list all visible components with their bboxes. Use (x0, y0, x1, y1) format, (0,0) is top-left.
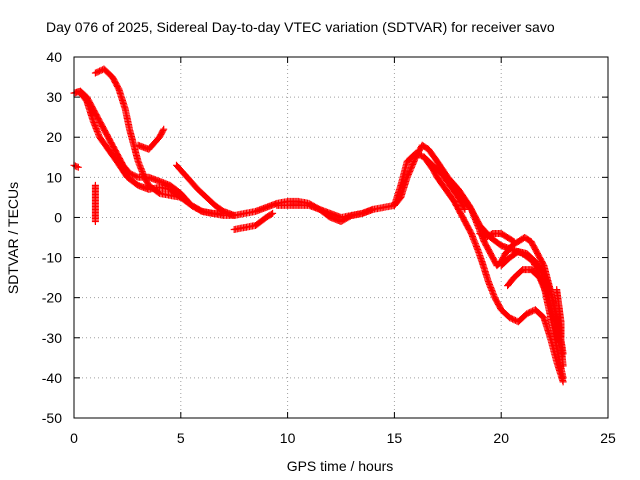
data-points (70, 65, 567, 386)
data-point (230, 211, 238, 219)
y-tick-label: 20 (46, 129, 62, 145)
axis-ticks: 0 5 10 15 20 25 -50 -40 -30 -20 -10 0 10 20 30 40 (42, 49, 616, 446)
x-axis-label: GPS time / hours (287, 458, 394, 474)
data-point (555, 338, 563, 346)
y-tick-label: 10 (46, 169, 62, 185)
series-track-10 (390, 149, 567, 386)
series-track-16 (553, 286, 565, 342)
series-track-4 (134, 125, 168, 153)
x-tick-label: 0 (70, 430, 78, 446)
x-tick-label: 15 (387, 430, 403, 446)
plot-frame (73, 56, 609, 419)
x-tick-label: 10 (280, 430, 296, 446)
x-tick-label: 20 (493, 430, 509, 446)
data-point (461, 205, 469, 213)
chart-title: Day 076 of 2025, Sidereal Day-to-day VTE… (46, 19, 555, 35)
x-tick-label: 5 (177, 430, 185, 446)
y-tick-label: 0 (54, 209, 62, 225)
series-track-12 (433, 165, 567, 370)
data-point (74, 163, 82, 171)
data-point (91, 218, 99, 225)
data-point (509, 237, 517, 245)
y-tick-label: -30 (42, 330, 62, 346)
data-point (544, 292, 552, 300)
data-point (559, 362, 567, 370)
data-point (557, 334, 565, 342)
data-point (177, 193, 185, 201)
series-track-3 (91, 65, 185, 201)
data-point (559, 350, 567, 358)
x-tick-label: 25 (600, 430, 616, 446)
data-point (510, 238, 518, 245)
data-point (159, 127, 167, 134)
data-point (559, 378, 567, 386)
data-point (160, 125, 168, 133)
series-track-8 (230, 209, 277, 233)
data-point (460, 204, 468, 212)
data-point (369, 205, 377, 213)
series-track-7 (173, 161, 238, 219)
series-track-6 (91, 181, 99, 225)
y-tick-label: -10 (42, 250, 62, 266)
y-tick-label: 40 (46, 49, 62, 65)
data-point (543, 279, 551, 287)
series-track-9 (273, 201, 377, 225)
series-track-13 (476, 230, 518, 245)
y-tick-label: -40 (42, 370, 62, 386)
y-tick-label: -20 (42, 290, 62, 306)
series-track-15 (504, 266, 563, 346)
y-tick-label: -50 (42, 410, 62, 426)
data-point (267, 210, 275, 218)
y-axis-label: SDTVAR / TECUs (5, 182, 21, 294)
grid-lines (74, 57, 608, 418)
y-tick-label: 30 (46, 89, 62, 105)
data-point (269, 209, 277, 217)
